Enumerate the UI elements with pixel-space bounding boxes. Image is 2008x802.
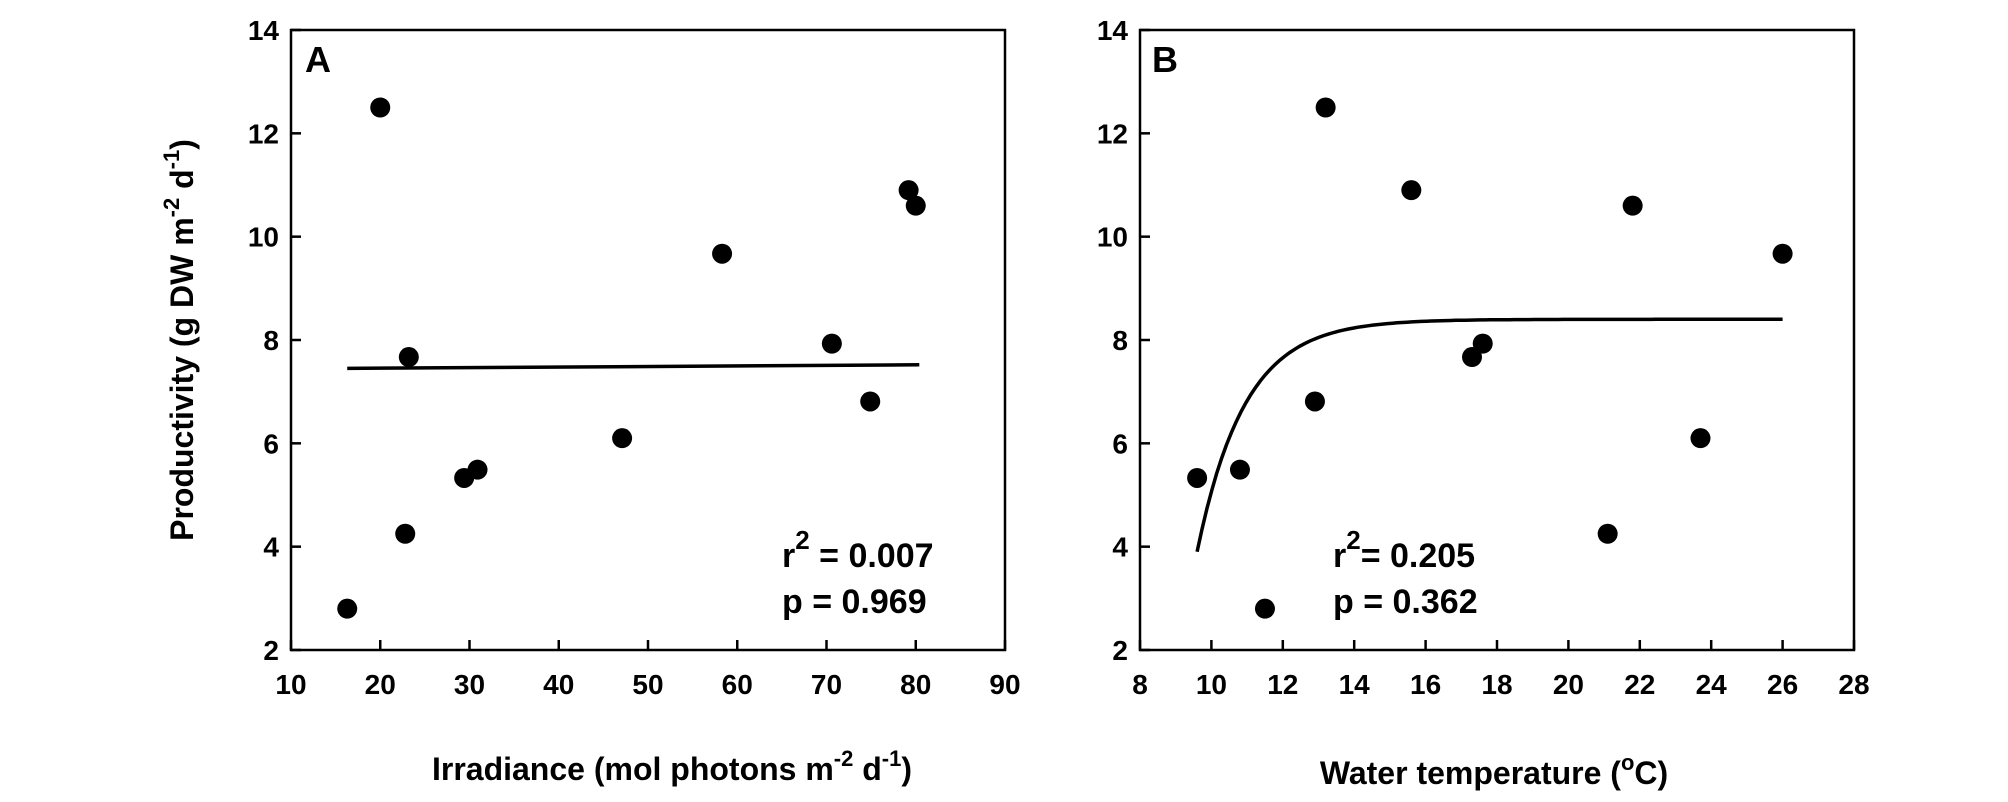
data-point — [1772, 243, 1793, 264]
panel-a: 2 4 6 8 10 12 14 10 20 30 40 50 60 70 80 90 A r2 = 0.0… — [159, 15, 1021, 787]
x-tick-label: 26 — [1767, 669, 1798, 700]
data-point — [1472, 333, 1493, 354]
data-point — [905, 195, 926, 216]
data-point — [712, 243, 733, 264]
data-point — [1254, 598, 1275, 619]
y-tick-label: 6 — [1112, 428, 1128, 459]
x-tick-label: 40 — [543, 669, 574, 700]
x-tick-label: 18 — [1481, 669, 1512, 700]
data-point — [1622, 195, 1643, 216]
p-value-label: p = 0.362 — [1333, 583, 1478, 621]
r-squared-label: r2= 0.205 — [1333, 525, 1475, 575]
data-point — [1401, 180, 1422, 201]
x-ticks: 8 10 12 14 16 18 20 22 24 26 28 — [1132, 640, 1870, 700]
y-ticks: 2 4 6 8 10 12 14 — [1097, 15, 1150, 666]
data-point — [395, 523, 416, 544]
y-tick-label: 14 — [248, 15, 280, 46]
x-ticks: 10 20 30 40 50 60 70 80 90 — [275, 640, 1021, 700]
data-point — [860, 391, 881, 412]
y-tick-label: 10 — [248, 222, 279, 253]
x-tick-label: 60 — [722, 669, 753, 700]
y-tick-label: 8 — [263, 325, 279, 356]
panel-label: A — [305, 39, 331, 80]
fit-line — [347, 363, 920, 371]
x-tick-label: 50 — [632, 669, 663, 700]
y-ticks: 2 4 6 8 10 12 14 — [248, 15, 301, 666]
data-point — [1304, 391, 1325, 412]
data-point — [1229, 459, 1250, 480]
x-tick-label: 22 — [1624, 669, 1655, 700]
y-tick-label: 4 — [1112, 532, 1128, 563]
y-tick-label: 4 — [263, 532, 279, 563]
data-point — [898, 180, 919, 201]
x-tick-label: 70 — [811, 669, 842, 700]
x-tick-label: 90 — [989, 669, 1020, 700]
data-point — [370, 97, 391, 118]
panel-label: B — [1152, 39, 1178, 80]
x-tick-label: 10 — [275, 669, 306, 700]
y-tick-label: 6 — [263, 428, 279, 459]
x-tick-label: 8 — [1132, 669, 1148, 700]
data-point — [467, 459, 488, 480]
x-tick-label: 12 — [1267, 669, 1298, 700]
y-tick-label: 12 — [1097, 118, 1128, 149]
r-squared-label: r2 = 0.007 — [782, 525, 934, 575]
x-tick-label: 30 — [454, 669, 485, 700]
data-point — [821, 333, 842, 354]
x-axis-title: Water temperature (oC) — [1320, 750, 1668, 791]
y-tick-label: 12 — [248, 118, 279, 149]
x-tick-label: 10 — [1196, 669, 1227, 700]
x-tick-label: 16 — [1410, 669, 1441, 700]
x-tick-label: 24 — [1696, 669, 1728, 700]
p-value-label: p = 0.969 — [782, 583, 927, 621]
data-points — [1187, 97, 1793, 619]
x-tick-label: 80 — [900, 669, 931, 700]
x-tick-label: 20 — [1553, 669, 1584, 700]
data-point — [1597, 523, 1618, 544]
x-axis-title: Irradiance (mol photons m-2 d-1) — [432, 746, 912, 787]
data-point — [1187, 467, 1208, 488]
fit-curve — [1195, 317, 1783, 553]
y-tick-label: 2 — [1112, 635, 1128, 666]
data-point — [337, 598, 358, 619]
plot-area-frame — [1138, 28, 1856, 652]
data-point — [1315, 97, 1336, 118]
y-tick-label: 10 — [1097, 222, 1128, 253]
y-tick-label: 2 — [263, 635, 279, 666]
x-tick-label: 14 — [1339, 669, 1371, 700]
data-point — [398, 347, 419, 368]
x-tick-label: 28 — [1838, 669, 1869, 700]
x-tick-label: 20 — [365, 669, 396, 700]
data-point — [1462, 347, 1483, 368]
y-tick-label: 14 — [1097, 15, 1129, 46]
y-tick-label: 8 — [1112, 325, 1128, 356]
data-points — [337, 97, 926, 619]
data-point — [1690, 428, 1711, 449]
y-axis-title: Productivity (g DW m-2 d-1) — [159, 139, 200, 541]
data-point — [612, 428, 633, 449]
